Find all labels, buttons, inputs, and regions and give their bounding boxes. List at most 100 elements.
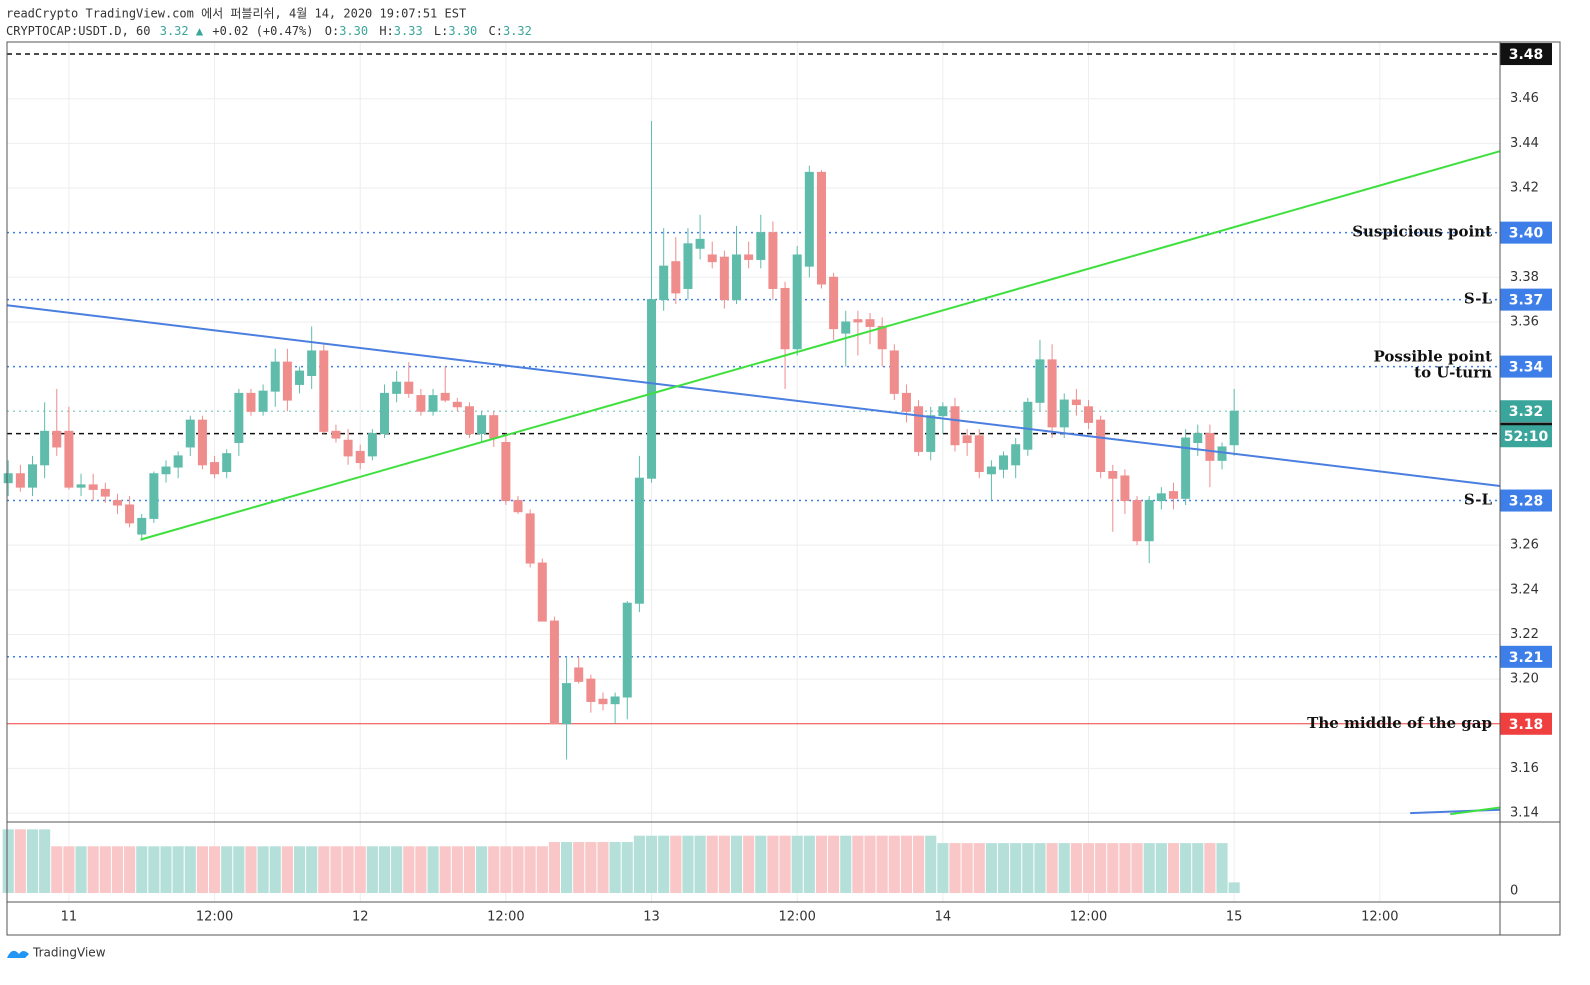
candle-body	[234, 392, 244, 443]
candle-body	[841, 321, 851, 334]
volume-bar	[828, 835, 840, 893]
symbol: CRYPTOCAP:USDT.D, 60	[6, 24, 151, 38]
y-tick-label: 3.42	[1510, 180, 1539, 195]
logo-icon	[7, 950, 29, 958]
candle-body	[1011, 444, 1021, 466]
volume-bar	[281, 846, 293, 893]
volume-bar	[743, 835, 755, 893]
volume-bar	[148, 846, 160, 893]
candle-body	[732, 254, 742, 301]
volume-bar	[876, 835, 888, 893]
volume-bar	[682, 835, 694, 893]
candle-body	[1181, 437, 1191, 499]
candle-body	[610, 696, 620, 705]
volume-bar	[852, 835, 864, 893]
candle-body	[452, 401, 462, 408]
candle-body	[659, 265, 669, 301]
price-label: 3.48	[1509, 47, 1544, 63]
level-note: S-L	[1464, 491, 1493, 509]
candle-body	[768, 232, 778, 289]
candle-body	[295, 370, 305, 385]
volume-bar	[718, 835, 730, 893]
volume-bar	[330, 846, 342, 893]
candle-body	[173, 455, 183, 468]
volume-bar	[1046, 843, 1058, 893]
ohlc-label: O:	[325, 24, 339, 38]
trend-line	[140, 150, 1501, 541]
candle-body	[1229, 410, 1239, 446]
candle-body	[331, 430, 341, 439]
volume-bar	[1082, 843, 1095, 893]
volume-bar	[670, 835, 682, 893]
candle-body	[125, 504, 135, 524]
volume-bar	[925, 835, 937, 893]
y-tick-label: 3.14	[1510, 806, 1539, 821]
price-label: 3.40	[1509, 226, 1544, 242]
volume-bar	[366, 846, 378, 893]
candle-body	[1168, 491, 1178, 499]
ohlc-value: 3.30	[448, 24, 477, 38]
volume-bar	[318, 846, 330, 893]
candle-body	[914, 406, 924, 452]
candle-body	[270, 361, 280, 392]
price-label: 3.21	[1509, 650, 1544, 666]
candle-body	[1193, 433, 1203, 443]
volume-bar	[1216, 843, 1228, 893]
candle-body	[598, 698, 608, 705]
volume-bar	[75, 846, 87, 893]
volume-bar	[755, 835, 767, 893]
y-tick-label: 3.38	[1510, 270, 1539, 285]
price-label-box	[1500, 400, 1552, 423]
candle-body	[1156, 493, 1166, 502]
x-tick-label: 15	[1226, 910, 1243, 925]
volume-bar	[245, 846, 257, 893]
candle-body	[1120, 475, 1130, 502]
candle-body	[88, 484, 98, 490]
volume-bar	[913, 835, 925, 893]
volume-bar	[1228, 882, 1240, 893]
candle-body	[258, 390, 268, 412]
volume-bar	[961, 843, 973, 893]
volume-bar	[403, 846, 415, 893]
candle-body	[986, 466, 996, 475]
volume-bar	[233, 846, 245, 893]
candle-body	[756, 232, 766, 260]
volume-bar	[476, 846, 488, 893]
volume-bar	[39, 829, 51, 893]
volume-bar	[573, 842, 585, 893]
volume-bar	[99, 846, 111, 893]
volume-bar	[378, 846, 391, 893]
volume-bar	[269, 846, 281, 893]
price-label: 3.28	[1509, 494, 1544, 510]
candle-body	[719, 256, 729, 301]
volume-bar	[354, 846, 366, 893]
x-tick-label: 12:00	[487, 910, 524, 925]
candle-body	[343, 439, 353, 457]
candle-body	[137, 517, 147, 535]
volume-bar	[1143, 843, 1155, 893]
volume-bar	[815, 835, 828, 893]
volume-bar	[597, 842, 609, 893]
volume-bar	[973, 843, 985, 893]
y-tick-label: 3.16	[1510, 761, 1539, 776]
candle-body	[671, 261, 681, 294]
volume-bar	[524, 846, 536, 893]
volume-bar	[196, 846, 208, 893]
volume-bar	[124, 846, 136, 893]
y-tick-label: 3.46	[1510, 91, 1539, 106]
price: 3.32	[160, 24, 189, 38]
candle-body	[76, 484, 86, 488]
candle-body	[197, 419, 207, 466]
volume-bar	[585, 842, 597, 893]
ohlc-value: 3.32	[503, 24, 532, 38]
ohlc-value: 3.33	[394, 24, 423, 38]
volume-tick-label: 0	[1510, 884, 1518, 899]
candle-body	[901, 392, 911, 412]
volume-bar	[985, 843, 997, 893]
candle-body	[1096, 419, 1106, 473]
candle-body	[1108, 471, 1118, 479]
volume-bar	[645, 835, 658, 893]
volume-bar	[342, 846, 354, 893]
candle-body	[780, 287, 790, 350]
volume-bar	[536, 846, 548, 893]
